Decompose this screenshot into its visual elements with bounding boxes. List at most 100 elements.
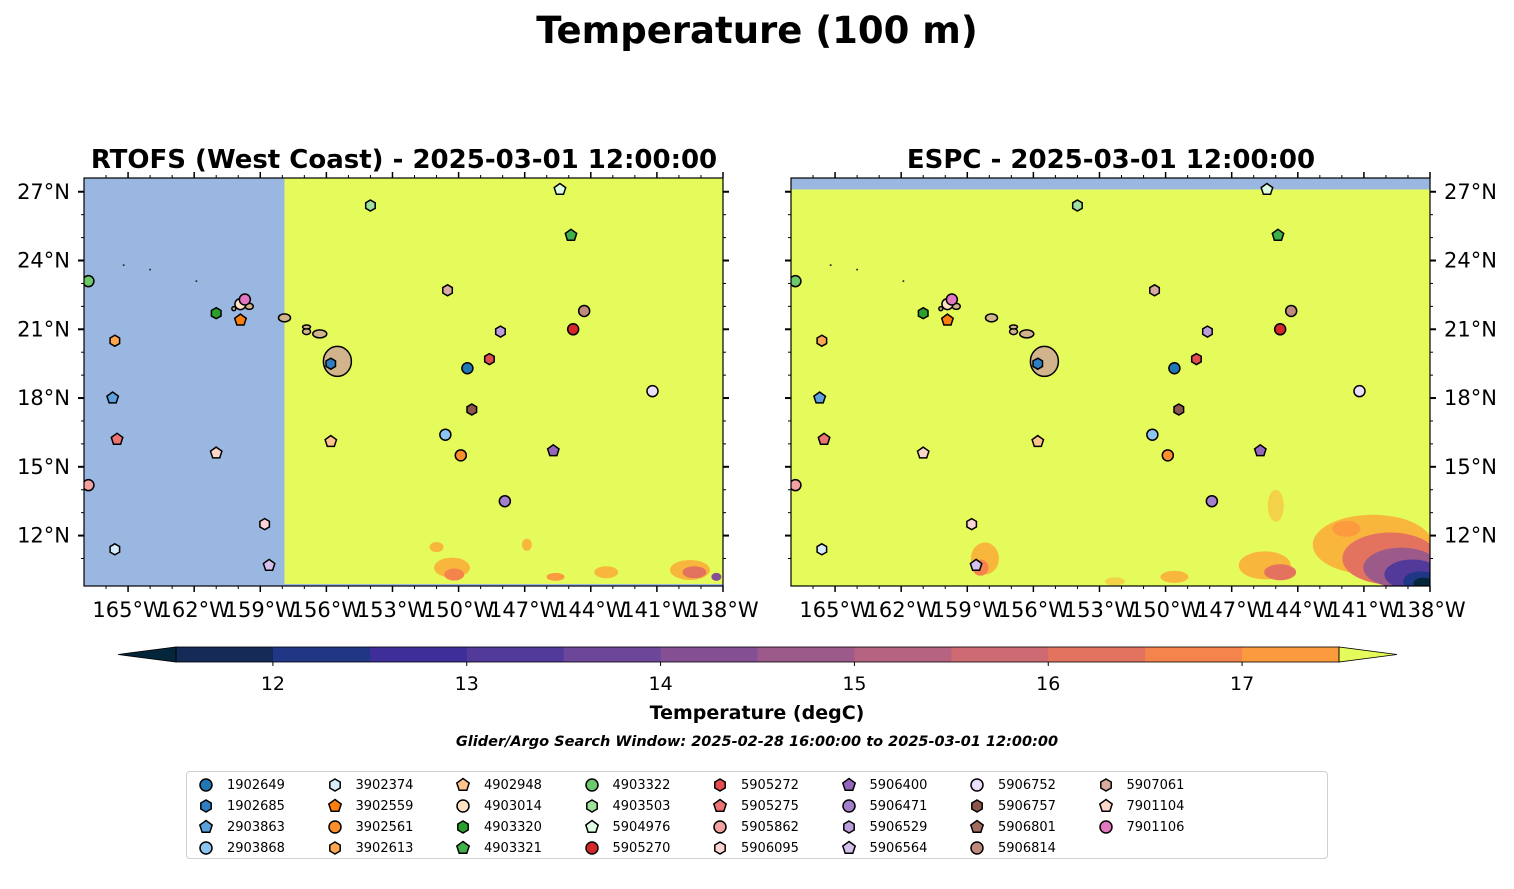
panel-title-rtofs: RTOFS (West Coast) - 2025-03-01 12:00:00 xyxy=(91,145,717,175)
legend-item: 5907061 xyxy=(1097,775,1185,795)
legend-item: 4903320 xyxy=(454,817,542,837)
y-tick-label: 15°N xyxy=(17,455,70,479)
float-5905275-marker xyxy=(110,432,124,445)
legend-label: 5905270 xyxy=(612,840,671,856)
float-5906757-marker xyxy=(466,403,478,416)
legend-marker-icon xyxy=(200,799,212,813)
legend-marker-icon xyxy=(971,799,983,813)
legend-item: 3902561 xyxy=(326,817,414,837)
legend-label: 5906095 xyxy=(741,840,799,856)
legend-marker-5905272 xyxy=(714,778,726,792)
float-4902948-marker xyxy=(324,434,338,448)
float-5905862-marker xyxy=(791,478,802,492)
float-3902374-marker xyxy=(109,542,121,556)
legend-marker-icon xyxy=(1098,798,1113,813)
legend-item: 4903321 xyxy=(454,838,542,858)
legend-label: 3902561 xyxy=(355,819,414,835)
legend-label: 4903322 xyxy=(612,777,671,793)
y-tick-label: 24°N xyxy=(1444,249,1497,273)
float-4903503-marker xyxy=(364,199,376,212)
float-5906752-marker xyxy=(646,384,659,398)
island xyxy=(277,313,292,323)
float-5906752-marker xyxy=(1353,384,1366,398)
legend-marker-icon xyxy=(841,799,856,813)
legend-item: 1902685 xyxy=(197,796,285,816)
legend-label: 4903014 xyxy=(484,798,542,814)
legend-marker-icon xyxy=(327,798,342,813)
legend-marker-5905275 xyxy=(712,798,728,813)
island xyxy=(231,305,237,312)
legend-label: 2903868 xyxy=(227,840,285,856)
float-5905275-marker xyxy=(817,432,831,445)
legend-marker-icon xyxy=(328,841,341,855)
colorbar-segment xyxy=(272,647,371,662)
legend-marker-2903863 xyxy=(198,819,214,834)
float-5906529-marker xyxy=(1201,325,1213,338)
legend-label: 5906400 xyxy=(869,777,928,793)
x-tick-label: 141°W xyxy=(1328,598,1400,622)
legend-marker-4903322 xyxy=(584,778,599,792)
legend-marker-icon xyxy=(969,819,985,834)
float-3902561-marker xyxy=(1161,449,1175,462)
legend-marker-icon xyxy=(970,778,984,792)
no-data-area xyxy=(84,178,285,586)
legend-marker-icon xyxy=(327,820,342,834)
x-tick-label: 144°W xyxy=(555,598,627,622)
float-1902685-marker xyxy=(325,357,337,371)
legend-item: 2903868 xyxy=(197,838,285,858)
legend-marker-5906752 xyxy=(970,778,984,792)
float-5907061-marker xyxy=(1149,283,1161,297)
legend-marker-5906471 xyxy=(841,799,856,813)
colorbar-segment xyxy=(660,647,758,662)
islet xyxy=(149,268,152,271)
legend-marker-icon xyxy=(328,778,341,792)
legend-label: 4902948 xyxy=(484,777,542,793)
float-3902613-marker xyxy=(109,334,121,348)
cool-patch xyxy=(1413,577,1430,586)
legend-marker-icon xyxy=(842,820,855,834)
colorbar-tick-label: 13 xyxy=(455,673,479,695)
float-2903863-marker xyxy=(106,391,120,404)
island xyxy=(938,305,944,312)
x-tick-label: 147°W xyxy=(1196,598,1268,622)
legend-marker-icon xyxy=(1099,778,1112,792)
y-tick-label: 15°N xyxy=(1444,455,1497,479)
legend-label: 5906752 xyxy=(998,777,1056,793)
legend-marker-icon xyxy=(199,778,213,792)
float-4903503-marker xyxy=(1071,199,1083,212)
colorbar-segment xyxy=(1242,647,1340,662)
legend-marker-5906095 xyxy=(714,841,726,855)
float-5906814-marker xyxy=(1284,304,1298,318)
float-4902948-marker xyxy=(1031,434,1045,448)
x-tick-label: 159°W xyxy=(225,598,297,622)
legend-marker-4903014 xyxy=(456,799,470,813)
map-panel-espc: 165°W162°W159°W156°W153°W150°W147°W144°W… xyxy=(785,172,1497,622)
float-2903868-marker xyxy=(1146,428,1159,441)
y-tick-label: 12°N xyxy=(1444,524,1497,548)
colorbar: 12 13 14 15 16 17 xyxy=(117,646,1398,695)
float-4903320-marker xyxy=(210,306,222,320)
legend-item: 5906529 xyxy=(840,817,927,837)
colorbar-extend-low xyxy=(117,646,177,663)
figure: Temperature (100 m) RTOFS (West Coast) -… xyxy=(17,9,1497,750)
float-5905272-marker xyxy=(483,352,495,366)
legend-item: 5905275 xyxy=(711,796,799,816)
island xyxy=(1008,324,1019,330)
legend-marker-icon xyxy=(199,841,213,855)
panel-title-espc: ESPC - 2025-03-01 12:00:00 xyxy=(907,145,1315,175)
legend-item: 4903503 xyxy=(583,796,670,816)
float-4903320-marker xyxy=(917,306,929,320)
islet xyxy=(902,280,905,283)
legend-label: 5906757 xyxy=(998,798,1056,814)
legend-marker-icon xyxy=(585,799,598,813)
legend-label: 5907061 xyxy=(1126,777,1185,793)
legend-item: 2903863 xyxy=(197,817,285,837)
legend-marker-icon xyxy=(841,777,856,792)
float-5907061-marker xyxy=(442,283,454,297)
legend-item: 7901104 xyxy=(1097,796,1184,816)
x-tick-label: 144°W xyxy=(1262,598,1334,622)
colorbar-extend-high xyxy=(1338,646,1398,663)
legend-label: 5905862 xyxy=(741,819,799,835)
legend-marker-2903868 xyxy=(199,841,213,855)
legend-label: 2903863 xyxy=(227,819,285,835)
